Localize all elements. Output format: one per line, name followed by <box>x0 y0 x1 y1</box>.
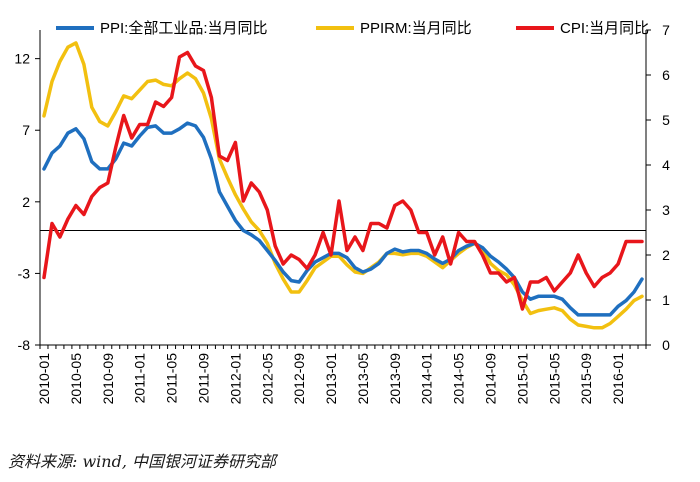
left-tick-label: 2 <box>22 194 30 210</box>
legend-label-1: PPIRM:当月同比 <box>360 20 472 37</box>
x-tick-label: 2010-05 <box>68 353 84 405</box>
legend-label-0: PPI:全部工业品:当月同比 <box>100 19 268 37</box>
legend: PPI:全部工业品:当月同比 PPIRM:当月同比 CPI:当月同比 <box>56 19 649 37</box>
right-tick-label: 1 <box>662 292 670 308</box>
right-tick-label: 5 <box>662 112 670 128</box>
x-tick-label: 2015-09 <box>578 353 594 405</box>
x-axis: 2010-01 2010-05 2010-09 2011-01 2011-05 2011-… <box>36 345 647 405</box>
x-tick-label: 2013-05 <box>355 353 371 405</box>
right-tick-label: 3 <box>662 202 670 218</box>
source-note: 资料来源: wind, 中国银河证券研究部 <box>8 452 277 471</box>
right-tick-label: 2 <box>662 247 670 263</box>
x-tick-label: 2013-09 <box>387 353 403 405</box>
right-tick-label: 0 <box>662 337 670 353</box>
legend-label-2: CPI:当月同比 <box>560 20 649 37</box>
x-tick-label: 2013-01 <box>323 353 339 405</box>
left-tick-label: -3 <box>18 265 31 281</box>
x-tick-label: 2011-05 <box>164 353 180 404</box>
x-tick-label: 2012-05 <box>259 353 275 405</box>
left-tick-label: 7 <box>22 122 30 138</box>
x-tick-label: 2015-05 <box>546 353 562 405</box>
series-layer <box>42 41 644 330</box>
left-tick-label: 12 <box>14 51 30 67</box>
series-line-2 <box>42 50 644 311</box>
series-line-1 <box>42 41 644 330</box>
x-tick-label: 2011-09 <box>195 353 211 404</box>
right-tick-label: 4 <box>662 157 670 173</box>
x-tick-label: 2012-01 <box>227 353 243 405</box>
right-tick-label: 6 <box>662 67 670 83</box>
right-axis: 0 1 2 3 4 5 6 7 <box>646 22 670 353</box>
x-tick-label: 2011-01 <box>132 353 148 404</box>
x-tick-label: 2010-01 <box>36 353 52 405</box>
left-tick-label: -8 <box>18 337 31 353</box>
x-tick-label: 2016-01 <box>610 353 626 405</box>
left-axis: -8 -3 2 7 12 <box>14 51 40 353</box>
x-tick-label: 2014-09 <box>483 353 499 405</box>
x-tick-label: 2012-09 <box>291 353 307 405</box>
x-tick-label: 2014-01 <box>419 353 435 405</box>
right-tick-label: 7 <box>662 22 670 38</box>
series-line-0 <box>42 121 644 317</box>
x-tick-label: 2010-09 <box>100 353 116 405</box>
x-tick-label: 2015-01 <box>514 353 530 405</box>
x-tick-label: 2014-05 <box>451 353 467 405</box>
